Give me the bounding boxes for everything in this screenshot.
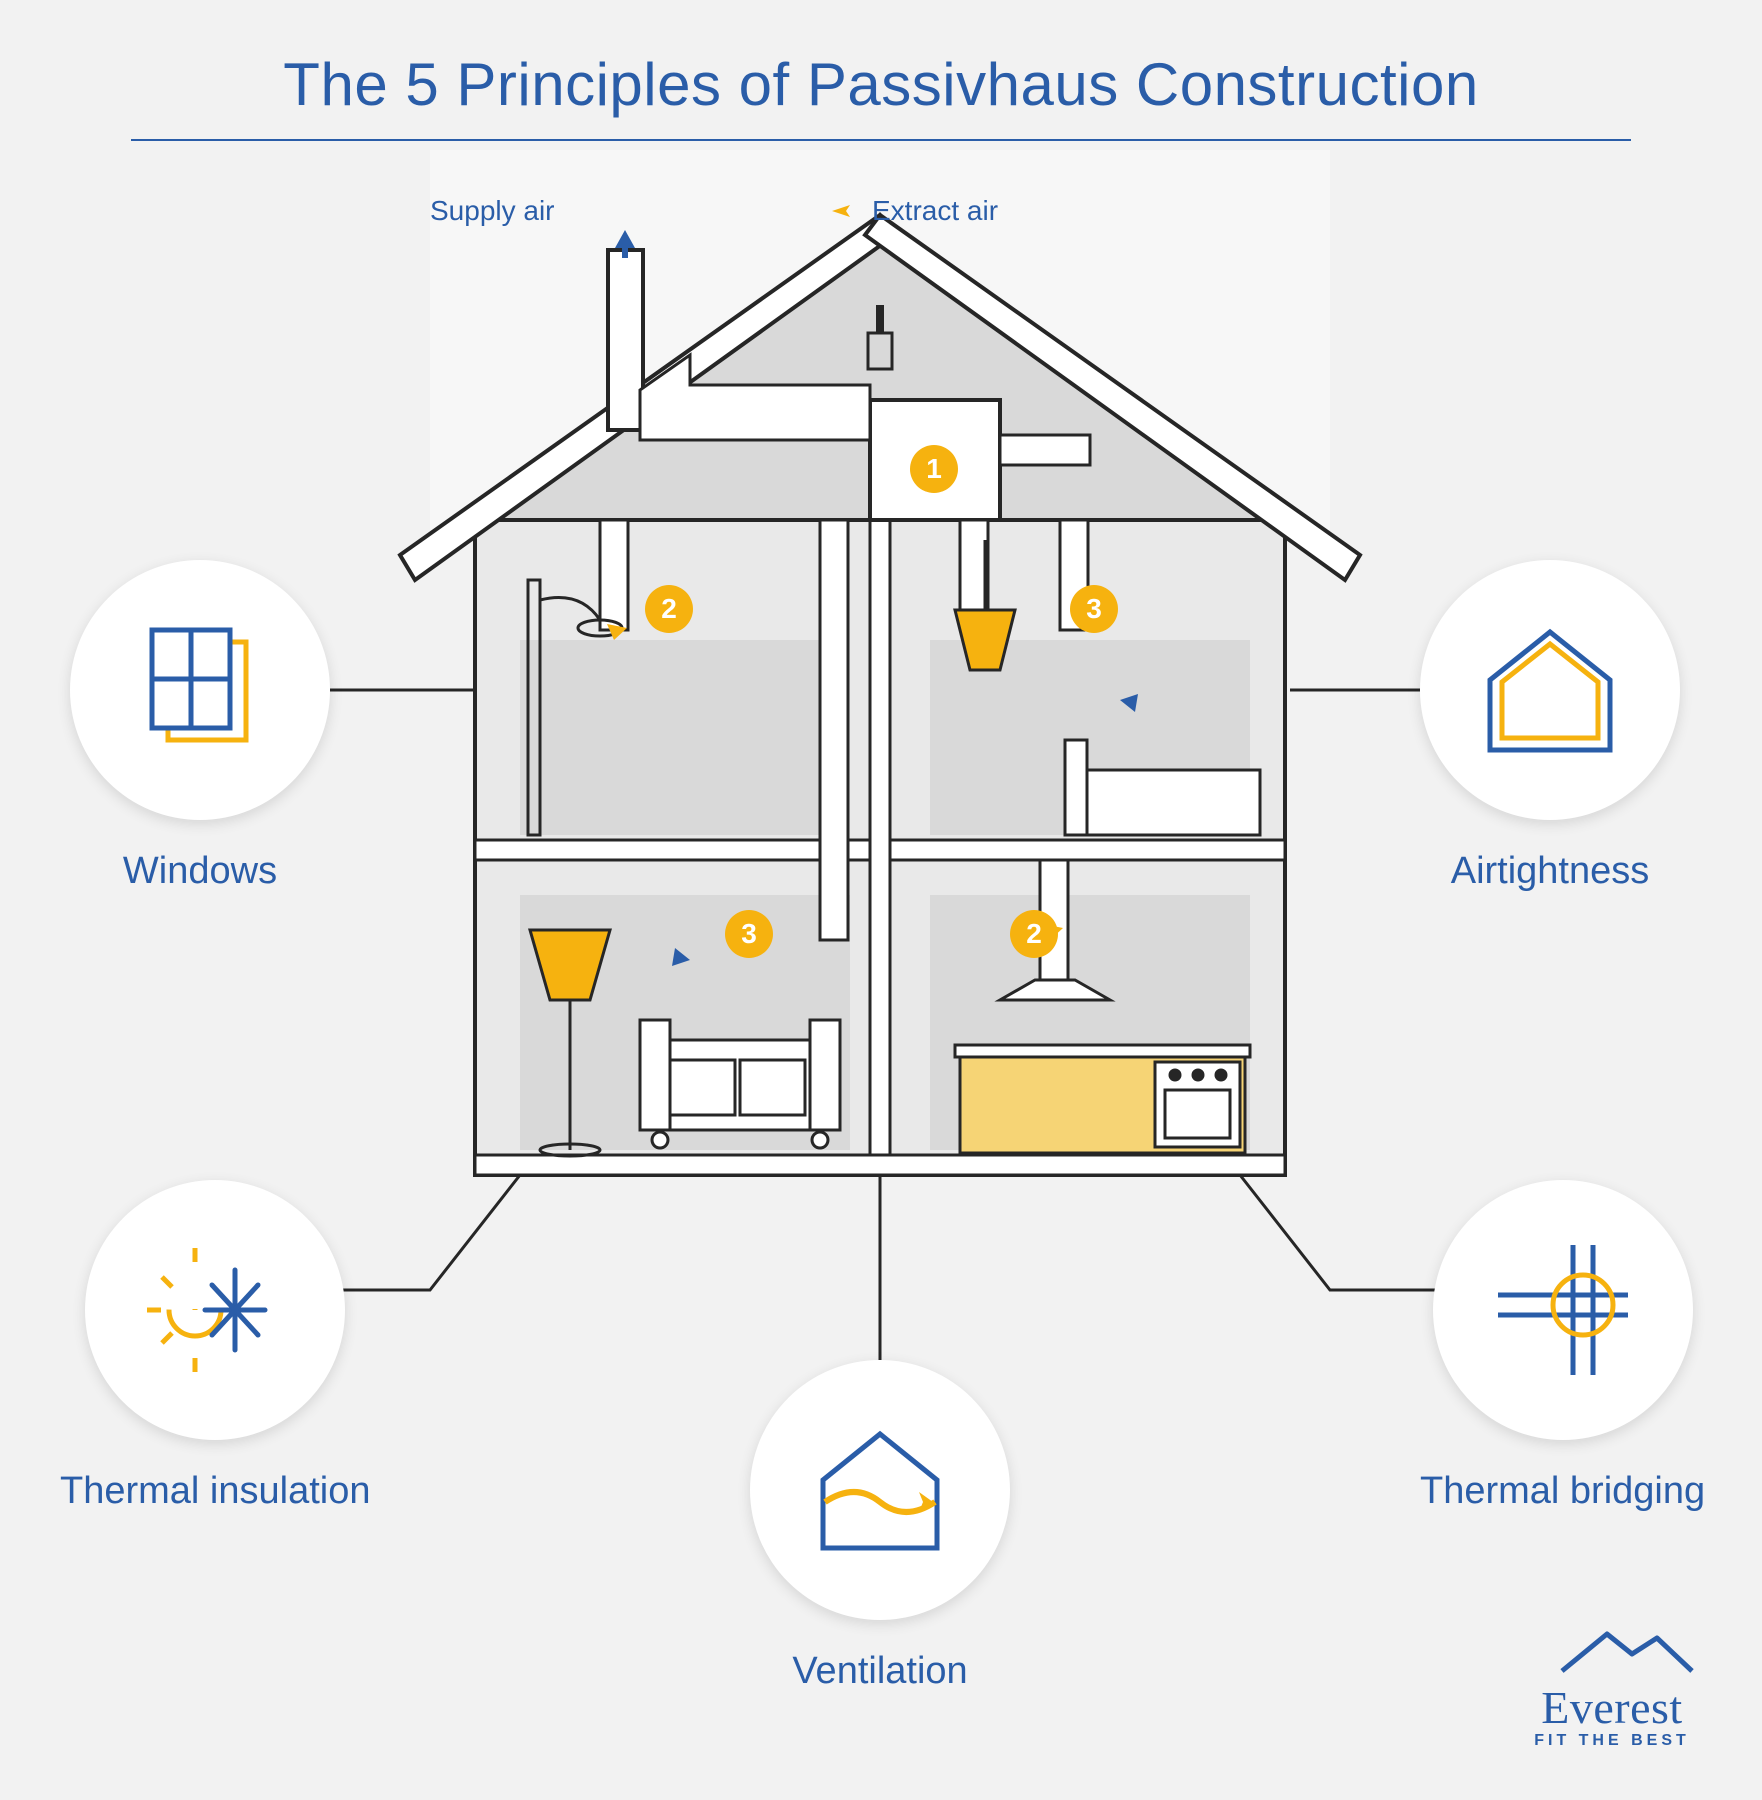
principle-label: Thermal bridging <box>1420 1470 1705 1513</box>
airtightness-icon <box>1420 560 1680 820</box>
logo-name: Everest <box>1522 1681 1702 1734</box>
thermal-bridging-icon <box>1433 1180 1693 1440</box>
diagram-canvas: Supply air Extract air 1 2 3 3 2 Windows Air… <box>0 0 1762 1800</box>
legend-extract: Extract air <box>830 195 998 227</box>
number-badge: 2 <box>1010 910 1058 958</box>
principle-windows: Windows <box>70 560 330 893</box>
number-badge: 1 <box>910 445 958 493</box>
ventilation-icon <box>750 1360 1010 1620</box>
principle-thermal-insulation: Thermal insulation <box>60 1180 370 1513</box>
mountain-icon <box>1522 1626 1702 1676</box>
legend-extract-label: Extract air <box>872 195 998 227</box>
thermal-insulation-icon <box>85 1180 345 1440</box>
logo-tagline: FIT THE BEST <box>1522 1732 1702 1750</box>
principle-label: Airtightness <box>1420 850 1680 893</box>
principle-ventilation: Ventilation <box>750 1360 1010 1693</box>
principle-thermal-bridging: Thermal bridging <box>1420 1180 1705 1513</box>
number-badge: 3 <box>1070 585 1118 633</box>
principle-label: Thermal insulation <box>60 1470 370 1513</box>
legend-supply-label: Supply air <box>430 195 555 227</box>
arrow-icon <box>830 197 858 225</box>
brand-logo: Everest FIT THE BEST <box>1522 1626 1702 1750</box>
principle-label: Windows <box>70 850 330 893</box>
number-badge: 3 <box>725 910 773 958</box>
principle-airtightness: Airtightness <box>1420 560 1680 893</box>
principle-label: Ventilation <box>750 1650 1010 1693</box>
legend-supply: Supply air <box>430 195 555 227</box>
number-badge: 2 <box>645 585 693 633</box>
windows-icon <box>70 560 330 820</box>
